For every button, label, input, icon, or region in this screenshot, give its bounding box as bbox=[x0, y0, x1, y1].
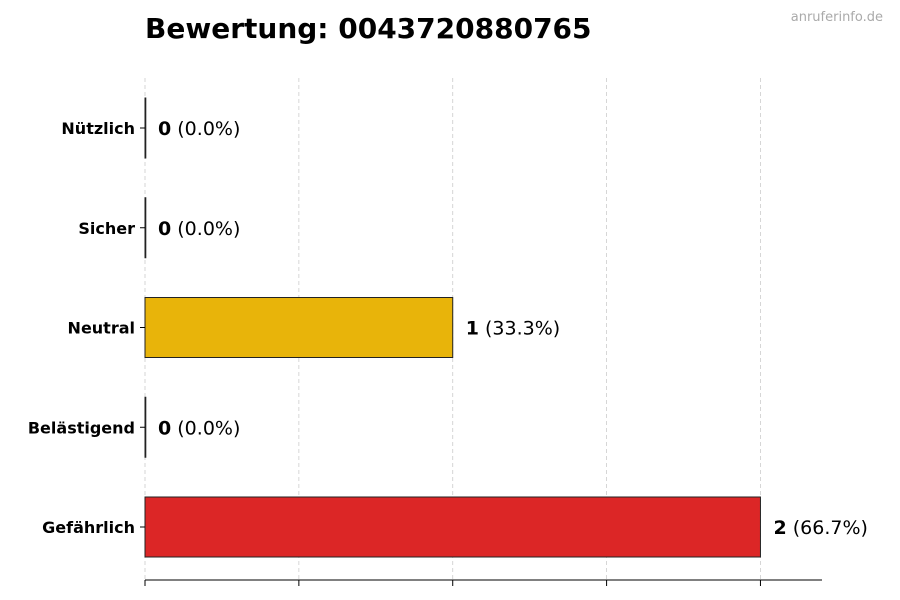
data-label: 2 (66.7%) bbox=[773, 517, 867, 539]
category-label: Nützlich bbox=[61, 119, 135, 138]
percent-label: (0.0%) bbox=[171, 218, 240, 240]
bar-2 bbox=[144, 297, 454, 358]
percent-label: (33.3%) bbox=[479, 318, 560, 340]
category-label: Belästigend bbox=[28, 418, 135, 437]
bar-4 bbox=[144, 496, 761, 558]
percent-label: (66.7%) bbox=[787, 517, 868, 539]
value-label: 2 bbox=[773, 517, 786, 539]
watermark: anruferinfo.de bbox=[790, 10, 883, 25]
category-label: Gefährlich bbox=[42, 518, 135, 537]
value-label: 1 bbox=[466, 318, 479, 340]
bar-3 bbox=[144, 396, 147, 458]
data-label: 0 (0.0%) bbox=[158, 417, 240, 439]
chart-title: Bewertung: 0043720880765 bbox=[145, 12, 592, 45]
bar-0 bbox=[144, 97, 147, 159]
percent-label: (0.0%) bbox=[171, 417, 240, 439]
data-label: 0 (0.0%) bbox=[158, 218, 240, 240]
bar-1 bbox=[144, 197, 147, 259]
percent-label: (0.0%) bbox=[171, 118, 240, 140]
category-label: Sicher bbox=[78, 219, 135, 238]
value-label: 0 bbox=[158, 417, 171, 439]
category-label: Neutral bbox=[68, 319, 135, 338]
data-label: 0 (0.0%) bbox=[158, 118, 240, 140]
data-label: 1 (33.3%) bbox=[466, 318, 560, 340]
value-label: 0 bbox=[158, 118, 171, 140]
value-label: 0 bbox=[158, 218, 171, 240]
